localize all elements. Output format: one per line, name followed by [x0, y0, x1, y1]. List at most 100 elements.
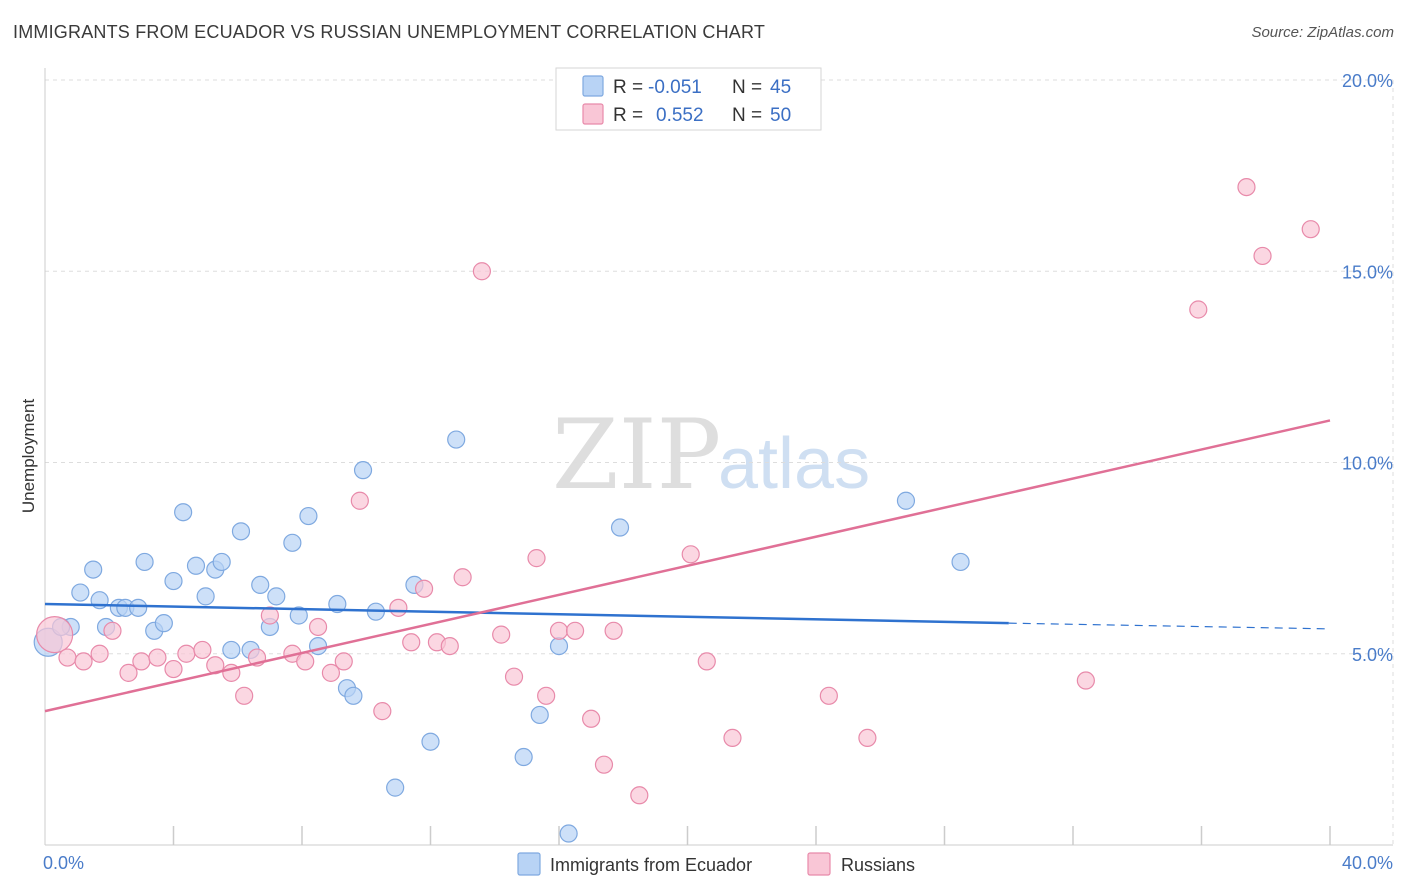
ecuador-point: [308, 636, 328, 656]
legend-r-label-russian: R =: [613, 105, 643, 126]
bottom-legend-label-ecuador: Immigrants from Ecuador: [550, 855, 752, 875]
ecuador-point: [549, 636, 569, 656]
bottom-legend-swatch-russian: [807, 852, 831, 876]
grid-lines: [45, 79, 1394, 845]
russian-point: [373, 702, 392, 721]
ecuador-point: [344, 686, 363, 705]
russian-point: [193, 640, 212, 660]
russian-point: [1301, 220, 1320, 239]
legend-n-label-russian: N =: [732, 105, 762, 126]
russian-point: [296, 652, 315, 671]
y-axis-title: Unemployment: [19, 399, 38, 514]
russian-point: [164, 659, 183, 679]
ecuador-point: [559, 824, 578, 843]
source-label: Source: ZipAtlas.com: [1251, 24, 1394, 41]
legend-n-label-ecuador: N =: [732, 77, 762, 98]
legend-swatch-russian: [582, 103, 604, 125]
russian-point: [1237, 178, 1256, 197]
russian-point: [402, 633, 421, 652]
legend-n-value-ecuador: 45: [770, 77, 791, 98]
russian-point: [537, 686, 556, 705]
russian-point: [858, 728, 877, 748]
ecuador-point: [71, 583, 90, 602]
ecuador-point: [328, 594, 347, 614]
y-tick-label: 20.0%: [1342, 71, 1393, 91]
ecuador-point: [896, 491, 916, 510]
russian-point: [1253, 246, 1272, 266]
russian-point: [604, 621, 623, 640]
russian-point: [119, 663, 138, 682]
russian-point: [36, 616, 74, 654]
russian-point: [334, 652, 353, 671]
russian-point: [697, 652, 716, 671]
russian-point: [527, 549, 546, 568]
ecuador-point: [283, 533, 302, 552]
russian-point: [453, 568, 472, 587]
axes: [44, 68, 1393, 846]
ecuador-point: [174, 503, 193, 522]
ecuador-point: [610, 518, 630, 537]
russian-point: [565, 621, 585, 640]
ecuador-point: [186, 556, 206, 575]
x-tick-label: 0.0%: [43, 853, 84, 873]
russian-point: [148, 648, 167, 667]
russian-point: [1189, 300, 1208, 319]
russian-point: [177, 644, 196, 663]
russian-point: [321, 663, 341, 682]
russian-point: [103, 621, 122, 640]
ecuador-point: [447, 430, 466, 449]
watermark: ZIP atlas: [552, 399, 870, 511]
bottom-legend-label-russian: Russians: [841, 855, 915, 875]
russian-point: [723, 728, 742, 748]
ecuador-point: [212, 552, 231, 572]
trend-line-ecuador: [44, 602, 1009, 625]
ecuador-point: [251, 575, 270, 595]
russian-point: [681, 545, 700, 564]
russian-point: [58, 648, 77, 667]
russian-point: [504, 667, 524, 686]
ecuador-point: [129, 598, 148, 617]
series-legend: Immigrants from Ecuador Russians: [517, 852, 915, 876]
x-tick-labels: 0.0% 40.0%: [43, 853, 1393, 873]
ecuador-point: [222, 640, 241, 660]
ecuador-point: [386, 778, 405, 797]
legend-n-value-russian: 50: [770, 105, 791, 126]
russian-point: [492, 625, 511, 644]
ecuador-point: [514, 747, 533, 767]
watermark-zip: ZIP: [552, 399, 721, 511]
russian-point: [549, 621, 569, 640]
trend-line-russian: [44, 419, 1331, 713]
watermark-atlas: atlas: [718, 424, 870, 504]
russian-point: [389, 598, 408, 617]
legend-swatch-ecuador: [582, 75, 604, 97]
russian-point: [90, 644, 109, 663]
russian-point: [594, 755, 614, 774]
bottom-legend-swatch-ecuador: [517, 852, 541, 876]
correlation-legend: R = -0.051 N = 45 R = 0.552 N = 50: [555, 67, 822, 131]
trend-line-ecuador-extension: [1008, 622, 1331, 630]
ecuador-point: [196, 587, 215, 606]
legend-r-value-ecuador: -0.051: [648, 77, 702, 98]
ecuador-point: [421, 732, 440, 751]
ecuador-point: [231, 522, 251, 541]
y-tick-label: 15.0%: [1342, 262, 1393, 282]
ecuador-point: [164, 571, 183, 591]
legend-r-label-ecuador: R =: [613, 77, 643, 98]
russian-point: [350, 491, 369, 510]
ecuador-point: [267, 587, 286, 606]
ecuador-point: [951, 552, 970, 572]
russian-point: [235, 686, 254, 705]
ecuador-point: [84, 560, 103, 579]
legend-r-value-russian: 0.552: [656, 105, 704, 126]
ecuador-point: [353, 461, 373, 480]
russian-point: [819, 686, 838, 705]
ecuador-point: [154, 614, 173, 633]
y-tick-label: 5.0%: [1352, 645, 1393, 665]
russian-point: [440, 636, 459, 656]
ecuador-point: [135, 552, 154, 572]
russian-point: [582, 709, 601, 728]
russian-point: [1076, 671, 1095, 690]
ecuador-point: [530, 705, 549, 725]
series-russian-points: [36, 178, 1320, 805]
